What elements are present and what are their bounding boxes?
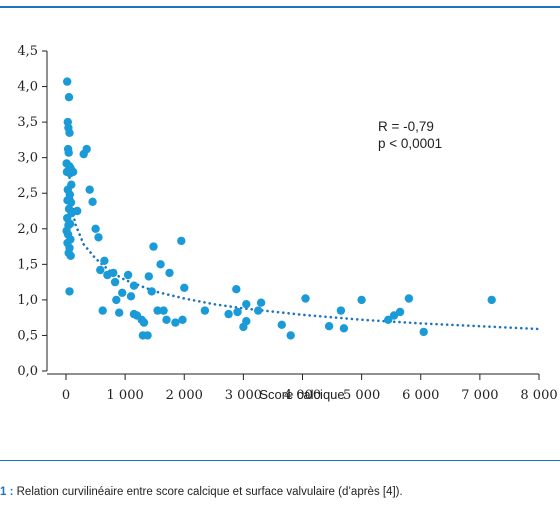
data-point <box>94 233 103 242</box>
data-point <box>66 251 75 260</box>
data-point <box>242 300 251 309</box>
trend-curve <box>68 176 541 331</box>
data-point <box>242 317 251 326</box>
data-point <box>233 307 242 317</box>
data-point <box>118 288 127 297</box>
y-tick-label: 2,5 <box>17 186 38 201</box>
data-point <box>62 77 72 86</box>
data-point <box>162 315 171 324</box>
figure-caption: 1 : Relation curvilinéaire entre score c… <box>0 486 560 498</box>
data-point <box>224 309 233 319</box>
data-point <box>65 128 74 137</box>
caption-rule <box>0 460 560 461</box>
data-point <box>66 198 76 207</box>
data-point <box>68 167 78 177</box>
data-point <box>143 331 152 340</box>
data-point <box>277 320 286 329</box>
data-point <box>88 197 97 206</box>
data-point <box>395 307 405 317</box>
data-point <box>357 295 366 305</box>
y-axis: 0,0 0,5 1,0 1,5 2,0 2,5 3,0 3,5 4,0 4,5 <box>17 44 48 379</box>
data-point <box>65 287 74 296</box>
annotation-r: R = -0,79 <box>378 119 434 134</box>
data-point <box>98 306 107 315</box>
annotation-p: p < 0,0001 <box>378 136 442 151</box>
data-point <box>171 318 180 327</box>
x-tick-label: 5 000 <box>343 388 380 403</box>
top-rule <box>0 6 560 8</box>
data-point <box>165 268 174 278</box>
y-tick-label: 4,0 <box>17 80 38 95</box>
data-point <box>254 306 263 315</box>
data-point <box>126 292 136 301</box>
data-point <box>110 277 120 287</box>
x-tick-label: 3 000 <box>225 388 262 403</box>
data-point <box>139 318 149 327</box>
data-point <box>286 331 295 340</box>
x-tick-label: 4 000 <box>284 388 321 403</box>
data-point <box>419 327 428 337</box>
data-point <box>144 272 153 281</box>
data-point <box>159 306 168 315</box>
data-point <box>339 324 349 333</box>
data-points <box>62 77 496 340</box>
data-point <box>232 285 241 294</box>
data-point <box>100 256 109 265</box>
data-point <box>73 206 82 216</box>
data-point <box>64 93 74 102</box>
x-tick-label: 1 000 <box>107 388 144 403</box>
data-point <box>336 306 346 315</box>
data-point <box>301 294 310 303</box>
x-axis: 0 1 000 2 000 3 000 4 000 5 000 6 000 7 000 8 00… <box>47 373 558 403</box>
data-point <box>156 260 165 269</box>
y-tick-label: 4,5 <box>17 44 38 59</box>
y-tick-label: 3,0 <box>17 151 38 166</box>
data-point <box>147 287 156 296</box>
data-point <box>85 185 94 194</box>
data-point <box>123 270 133 280</box>
data-point <box>256 298 266 307</box>
data-point <box>324 322 334 331</box>
y-tick-label: 1,5 <box>17 257 38 272</box>
x-tick-label: 7 000 <box>461 388 498 403</box>
trend-line <box>68 176 541 331</box>
y-tick-label: 1,0 <box>17 293 38 308</box>
data-point <box>180 283 189 292</box>
data-point <box>177 236 186 246</box>
data-point <box>487 295 496 305</box>
data-point <box>96 265 105 275</box>
y-tick-label: 3,5 <box>17 115 38 130</box>
x-tick-label: 6 000 <box>402 388 439 403</box>
data-point <box>404 294 414 303</box>
data-point <box>129 281 139 290</box>
data-point <box>109 268 118 278</box>
data-point <box>91 224 100 233</box>
data-point <box>82 144 91 154</box>
caption-text: Relation curvilinéaire entre score calci… <box>16 486 403 498</box>
x-axis-title: Score calcique <box>259 387 344 402</box>
x-tick-label: 0 <box>62 388 70 403</box>
y-tick-label: 0,0 <box>17 364 38 379</box>
y-tick-label: 0,5 <box>17 328 38 343</box>
x-tick-label: 2 000 <box>166 388 203 403</box>
data-point <box>384 315 393 324</box>
caption-lead: 1 : <box>0 486 14 498</box>
data-point <box>112 295 121 305</box>
data-point <box>64 148 73 157</box>
y-tick-label: 2,0 <box>17 222 38 237</box>
data-point <box>200 306 210 315</box>
data-point <box>129 309 139 319</box>
data-point <box>115 308 124 317</box>
data-point <box>178 315 187 324</box>
x-tick-label: 8 000 <box>520 388 557 403</box>
scatter-chart: 0,0 0,5 1,0 1,5 2,0 2,5 3,0 3,5 4,0 4,5 0 1 000 2 0… <box>17 44 558 403</box>
data-point <box>153 306 162 315</box>
data-point <box>149 242 158 251</box>
